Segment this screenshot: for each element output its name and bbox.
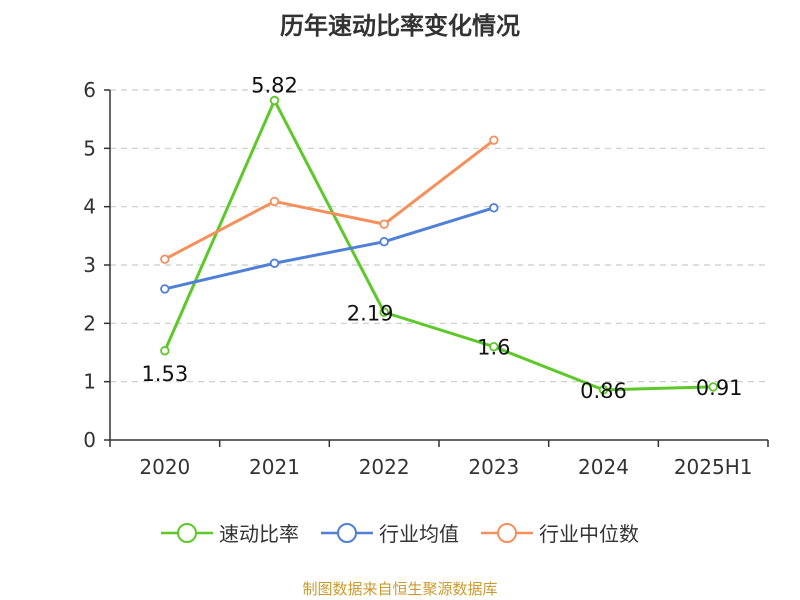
legend-swatch-icon bbox=[321, 522, 373, 543]
legend-item[interactable]: 行业均值 bbox=[321, 518, 459, 547]
series-line bbox=[163, 99, 714, 392]
data-point bbox=[379, 236, 389, 247]
x-tick-label: 2020 bbox=[139, 455, 190, 479]
data-point bbox=[379, 307, 389, 317]
series-line bbox=[164, 206, 495, 291]
data-label: 1.53 bbox=[141, 362, 188, 386]
data-label: 2.19 bbox=[347, 301, 394, 325]
series-layer bbox=[160, 95, 718, 395]
y-tick-label: 6 bbox=[83, 78, 96, 102]
x-tick-label: 2022 bbox=[359, 455, 410, 479]
data-label: 5.82 bbox=[251, 74, 298, 98]
legend-label: 行业中位数 bbox=[539, 522, 639, 546]
data-label: 1.6 bbox=[477, 336, 510, 360]
data-label: 0.86 bbox=[580, 379, 627, 403]
data-point bbox=[269, 258, 280, 268]
data-point bbox=[160, 346, 170, 356]
legend-label: 速动比率 bbox=[219, 522, 299, 546]
y-tick-label: 2 bbox=[83, 311, 96, 335]
data-point bbox=[160, 254, 170, 264]
legend-swatch-icon bbox=[161, 522, 213, 543]
data-point bbox=[269, 95, 280, 106]
legend: 速动比率 行业均值 行业中位数 bbox=[0, 518, 800, 547]
y-tick-label: 0 bbox=[83, 428, 96, 452]
y-tick-label: 5 bbox=[83, 136, 96, 160]
series-line bbox=[164, 138, 495, 261]
legend-item[interactable]: 速动比率 bbox=[161, 518, 299, 547]
legend-swatch-icon bbox=[481, 522, 533, 543]
data-point bbox=[489, 135, 499, 145]
data-point bbox=[379, 219, 389, 229]
legend-label: 行业均值 bbox=[379, 522, 459, 546]
x-tick-label: 2024 bbox=[578, 455, 629, 479]
data-point bbox=[708, 382, 718, 392]
axes: 0 1 2 3 4 5 6 2020 2021 2022 2023 2024 2025H1 bbox=[83, 78, 769, 479]
source-footer: 制图数据来自恒生聚源数据库 bbox=[302, 580, 498, 598]
data-point bbox=[598, 385, 609, 395]
data-label: 0.91 bbox=[696, 376, 743, 400]
y-tick-label: 3 bbox=[83, 253, 96, 277]
x-tick-label: 2023 bbox=[468, 455, 519, 479]
data-labels: 1.53 5.82 2.19 1.6 0.86 0.91 bbox=[141, 74, 742, 403]
y-tick-label: 1 bbox=[83, 370, 96, 394]
data-point bbox=[269, 196, 280, 207]
chart-title: 历年速动比率变化情况 bbox=[280, 12, 520, 40]
x-tick-label: 2021 bbox=[249, 455, 300, 479]
data-point bbox=[160, 284, 170, 294]
data-point bbox=[489, 203, 499, 213]
legend-item[interactable]: 行业中位数 bbox=[481, 518, 639, 547]
y-tick-label: 4 bbox=[83, 195, 96, 219]
data-point bbox=[489, 341, 499, 352]
x-tick-label: 2025H1 bbox=[674, 455, 753, 479]
